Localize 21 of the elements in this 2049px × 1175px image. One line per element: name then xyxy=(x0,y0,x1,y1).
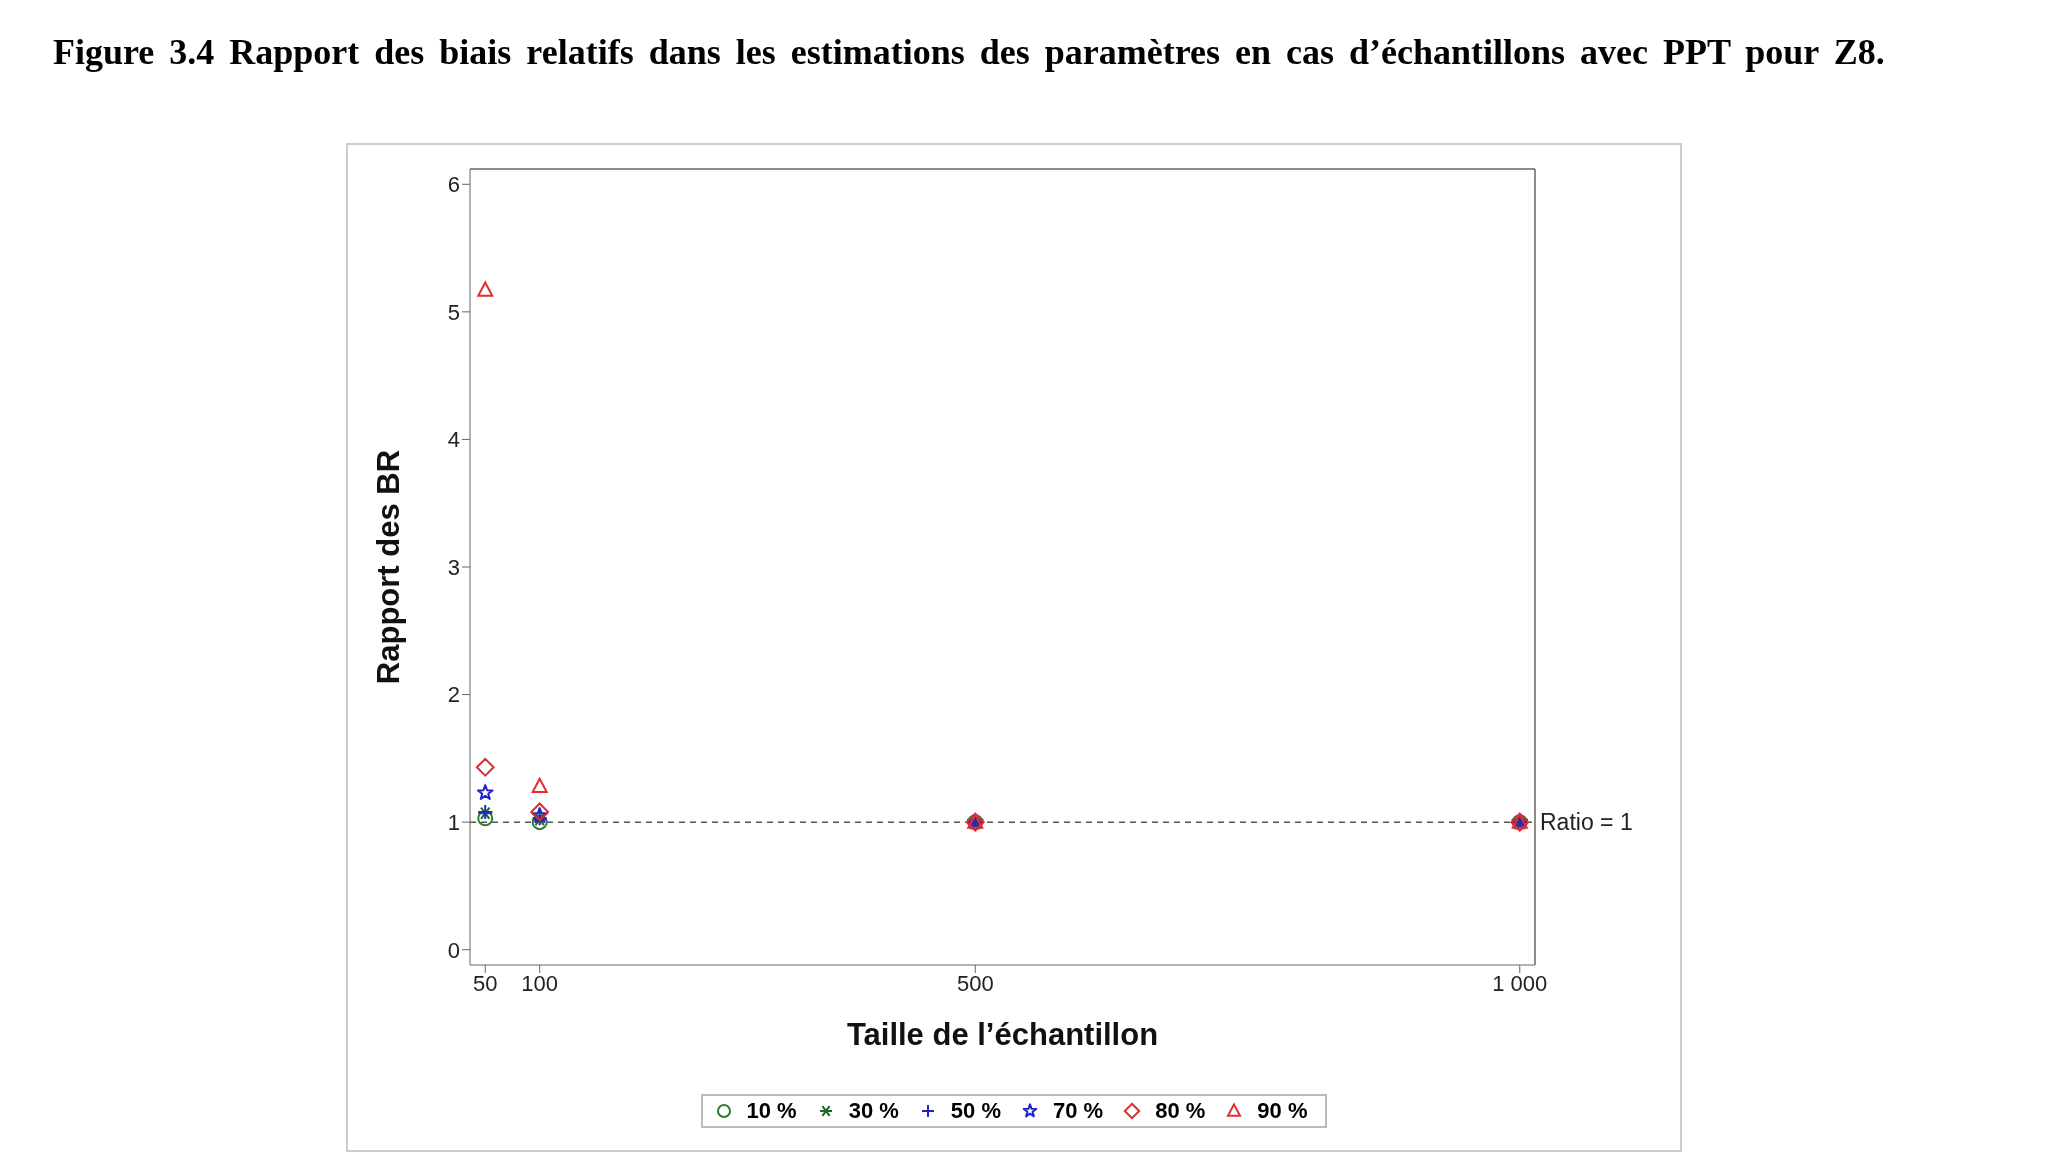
x-tick-label: 50 xyxy=(473,970,498,996)
y-tick-label: 3 xyxy=(447,554,460,580)
x-tick-label: 100 xyxy=(521,970,559,996)
x-tick-label: 1 000 xyxy=(1492,970,1548,996)
legend-label: 80 % xyxy=(1155,1098,1206,1124)
y-tick-label: 5 xyxy=(447,299,460,325)
legend-label: 30 % xyxy=(848,1098,899,1124)
y-tick-label: 1 xyxy=(447,809,460,835)
legend-label: 10 % xyxy=(746,1098,797,1124)
legend-label: 50 % xyxy=(950,1098,1001,1124)
chart-title: Figure 3.4 Rapport des biais relatifs dans les estimations des paramètres en cas d’échantillons avec PPT pour Z8. xyxy=(53,31,1886,74)
y-tick-label: 2 xyxy=(447,682,460,708)
legend-label: 70 % xyxy=(1053,1098,1104,1124)
y-tick-label: 0 xyxy=(447,937,460,963)
ref-line-label: Ratio = 1 xyxy=(1540,809,1633,836)
x-axis-title: Taille de l’échantillon xyxy=(846,1017,1159,1052)
y-tick-label: 6 xyxy=(447,172,460,198)
y-tick-label: 4 xyxy=(447,427,460,453)
x-tick-label: 500 xyxy=(956,970,994,996)
y-axis-title: Rapport des BR xyxy=(371,449,407,685)
legend-label: 90 % xyxy=(1257,1098,1308,1124)
